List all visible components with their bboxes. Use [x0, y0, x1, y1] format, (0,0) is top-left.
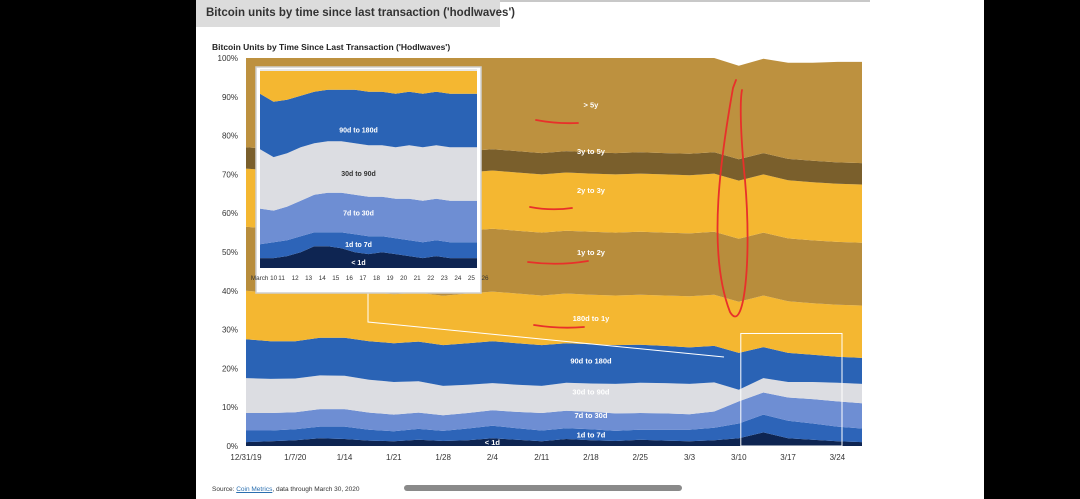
- y-tick-label: 40%: [222, 287, 238, 296]
- area-series-5: [246, 288, 862, 358]
- source-prefix: Source:: [212, 486, 237, 493]
- inset-x-tick-label: 15: [332, 275, 340, 282]
- header-box: Bitcoin units by time since last transac…: [196, 0, 515, 27]
- series-label: 1y to 2y: [577, 248, 606, 257]
- red-underline-annotation: [529, 206, 573, 211]
- series-label: < 1d: [485, 438, 501, 447]
- inset-x-tick-label: 11: [278, 275, 285, 282]
- chart-title: Bitcoin Units by Time Since Last Transac…: [212, 42, 451, 52]
- inset-series-label: 30d to 90d: [341, 171, 376, 178]
- area-series-4: [246, 337, 862, 390]
- red-underline-annotation: [535, 119, 579, 125]
- x-tick-label: 3/10: [731, 453, 747, 462]
- source-note: Source: Coin Metrics, data through March…: [212, 486, 359, 493]
- y-tick-label: 80%: [222, 132, 238, 141]
- x-tick-label: 3/17: [780, 453, 796, 462]
- area-series-0: [246, 432, 862, 446]
- inset-x-tick-label: 12: [292, 275, 300, 282]
- x-tick-label: 1/28: [435, 453, 451, 462]
- inset-x-tick-label: 26: [481, 275, 489, 282]
- inset-x-tick-label: 17: [359, 275, 367, 282]
- inset-x-tick-label: 23: [441, 275, 449, 282]
- x-tick-label: 2/4: [487, 453, 499, 462]
- inset-x-tick-label: 13: [305, 275, 313, 282]
- inset-x-tick-label: 22: [427, 275, 435, 282]
- highlight-box: [740, 332, 843, 447]
- x-tick-label: 2/18: [583, 453, 599, 462]
- x-tick-label: 1/14: [337, 453, 353, 462]
- y-tick-label: 30%: [222, 326, 238, 335]
- inset-series-label: < 1d: [351, 260, 365, 267]
- x-tick-label: 2/11: [534, 453, 550, 462]
- inset-x-tick-label: 24: [454, 275, 462, 282]
- area-series-1: [246, 414, 862, 443]
- inset-x-tick-label: March 10: [251, 275, 278, 282]
- series-label: 3y to 5y: [577, 147, 606, 156]
- x-tick-label: 1/21: [386, 453, 402, 462]
- x-tick-label: 2/25: [632, 453, 648, 462]
- inset-x-tick-label: 18: [373, 275, 381, 282]
- inset-x-tick-label: 21: [414, 275, 422, 282]
- horizontal-scrollbar[interactable]: [404, 485, 682, 491]
- x-tick-label: 3/3: [684, 453, 696, 462]
- y-tick-label: 50%: [222, 248, 238, 257]
- y-tick-label: 0%: [226, 442, 238, 451]
- source-link[interactable]: Coin Metrics: [236, 486, 273, 493]
- series-label: > 5y: [584, 101, 600, 110]
- y-tick-label: 90%: [222, 93, 238, 102]
- area-series-2: [246, 392, 862, 432]
- inset-x-tick-label: 19: [387, 275, 395, 282]
- y-tick-label: 10%: [222, 403, 238, 412]
- x-tick-label: 12/31/19: [230, 453, 262, 462]
- inset-x-tick-label: 25: [468, 275, 476, 282]
- inset-area-series-4: [260, 89, 477, 158]
- source-suffix: , data through March 30, 2020: [272, 486, 360, 493]
- y-tick-label: 100%: [218, 54, 238, 63]
- inset-area-series-3: [260, 141, 477, 211]
- inset-x-tick-label: 20: [400, 275, 408, 282]
- inset-series-label: 90d to 180d: [339, 127, 378, 134]
- x-tick-label: 3/24: [830, 453, 846, 462]
- series-label: 180d to 1y: [573, 314, 611, 323]
- inset-x-tick-label: 14: [319, 275, 327, 282]
- series-label: 90d to 180d: [570, 357, 612, 366]
- y-tick-label: 70%: [222, 170, 238, 179]
- y-tick-label: 60%: [222, 209, 238, 218]
- header-divider: [500, 0, 870, 2]
- inset-area-series-2: [260, 192, 477, 245]
- inset-area-series-0: [260, 246, 477, 268]
- inset-top-strip: [260, 69, 477, 71]
- red-loop-annotation: [716, 79, 749, 318]
- series-label: 30d to 90d: [572, 388, 610, 397]
- y-tick-label: 20%: [222, 364, 238, 373]
- area-series-3: [246, 375, 862, 416]
- speaker-icon[interactable]: [946, 461, 968, 481]
- red-underline-annotation: [533, 324, 585, 329]
- series-label: 7d to 30d: [574, 411, 607, 420]
- series-label: 2y to 3y: [577, 186, 606, 195]
- series-label: 1d to 7d: [577, 430, 606, 439]
- inset-series-label: 7d to 30d: [343, 211, 374, 218]
- inset-area-series-1: [260, 232, 477, 259]
- inset-connector-line: [367, 292, 725, 358]
- inset-x-tick-label: 16: [346, 275, 354, 282]
- header-title: Bitcoin units by time since last transac…: [206, 7, 516, 19]
- x-tick-label: 1/7/20: [284, 453, 307, 462]
- inset-series-label: 1d to 7d: [345, 242, 372, 249]
- red-underline-annotation: [527, 260, 589, 265]
- inset-area-series-5: [260, 70, 477, 102]
